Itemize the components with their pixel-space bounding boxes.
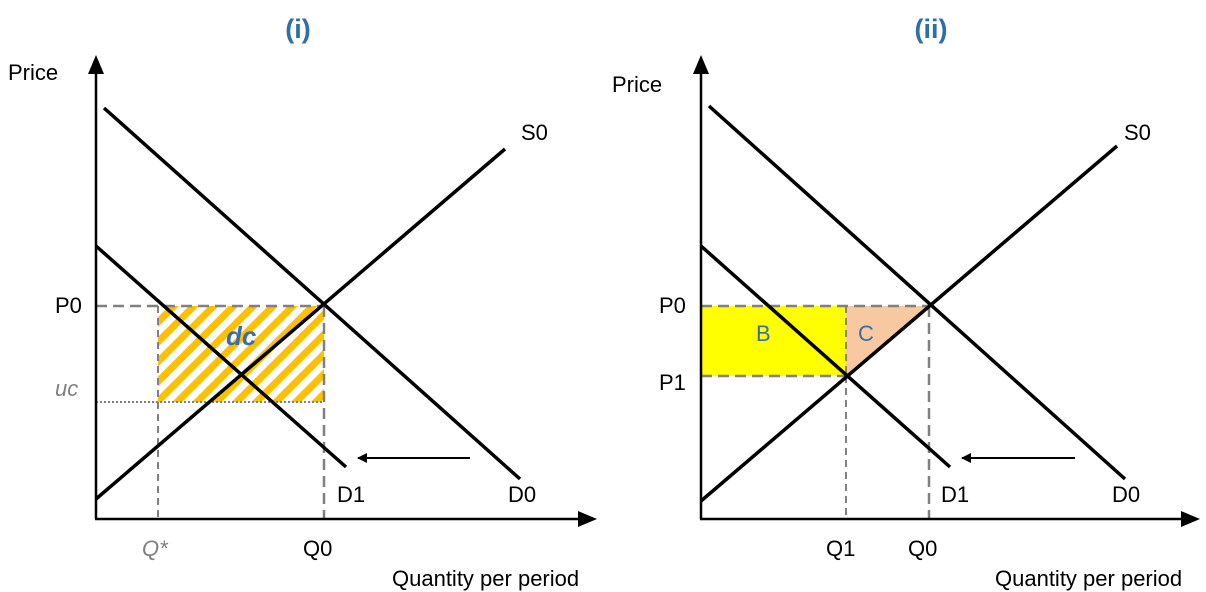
y-axis-arrow-icon <box>693 55 709 74</box>
area-b <box>701 306 846 376</box>
demand-label-d0: D0 <box>508 482 536 507</box>
panel-i-title: (i) <box>285 14 310 44</box>
demand-curve-d0 <box>102 106 522 481</box>
y-axis-label: Price <box>612 72 662 97</box>
demand-label-d0: D0 <box>1112 482 1140 507</box>
price-label-p1: P1 <box>659 370 686 395</box>
panel-ii-title: (ii) <box>915 14 948 44</box>
y-axis-label: Price <box>8 60 58 85</box>
quantity-label-q1: Q1 <box>826 536 855 561</box>
area-label-dc: dc <box>226 321 257 351</box>
demand-curve-d0 <box>707 104 1127 481</box>
supply-label-s0: S0 <box>1124 120 1151 145</box>
x-axis-arrow-icon <box>578 511 597 527</box>
quantity-label-qstar: Q* <box>142 536 169 561</box>
supply-label-s0: S0 <box>521 120 548 145</box>
price-label-p0: P0 <box>55 293 82 318</box>
x-axis-label: Quantity per period <box>392 566 579 591</box>
panel-i: (i) Price Quantity per period S0 D0 D1 P… <box>8 14 597 591</box>
x-axis-label: Quantity per period <box>995 566 1182 591</box>
deadweight-cost-area <box>158 306 324 402</box>
x-axis-arrow-icon <box>1181 511 1200 527</box>
area-label-c: C <box>858 321 874 346</box>
price-label-p0: P0 <box>659 293 686 318</box>
demand-label-d1: D1 <box>337 482 365 507</box>
panel-ii: (ii) Price Quantity per period S0 D0 D1 … <box>612 14 1200 591</box>
quantity-label-q0: Q0 <box>908 536 937 561</box>
supply-curve-s0 <box>94 147 507 501</box>
quantity-label-q0: Q0 <box>303 536 332 561</box>
demand-curve-d1 <box>699 244 952 469</box>
demand-label-d1: D1 <box>941 482 969 507</box>
area-label-b: B <box>756 321 771 346</box>
supply-curve-s0 <box>699 144 1119 503</box>
demand-curve-d1 <box>94 244 348 469</box>
price-label-uc: uc <box>55 376 78 401</box>
y-axis-arrow-icon <box>88 55 104 74</box>
